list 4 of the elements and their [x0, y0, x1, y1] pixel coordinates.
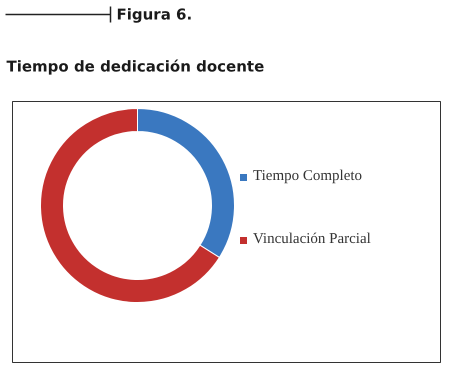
chart-subtitle: Tiempo de dedicación docente: [6, 58, 264, 76]
legend-label: Vinculación Parcial: [253, 231, 371, 248]
chart-title: Figura 6.: [116, 6, 192, 24]
legend-label: Tiempo Completo: [253, 168, 362, 185]
